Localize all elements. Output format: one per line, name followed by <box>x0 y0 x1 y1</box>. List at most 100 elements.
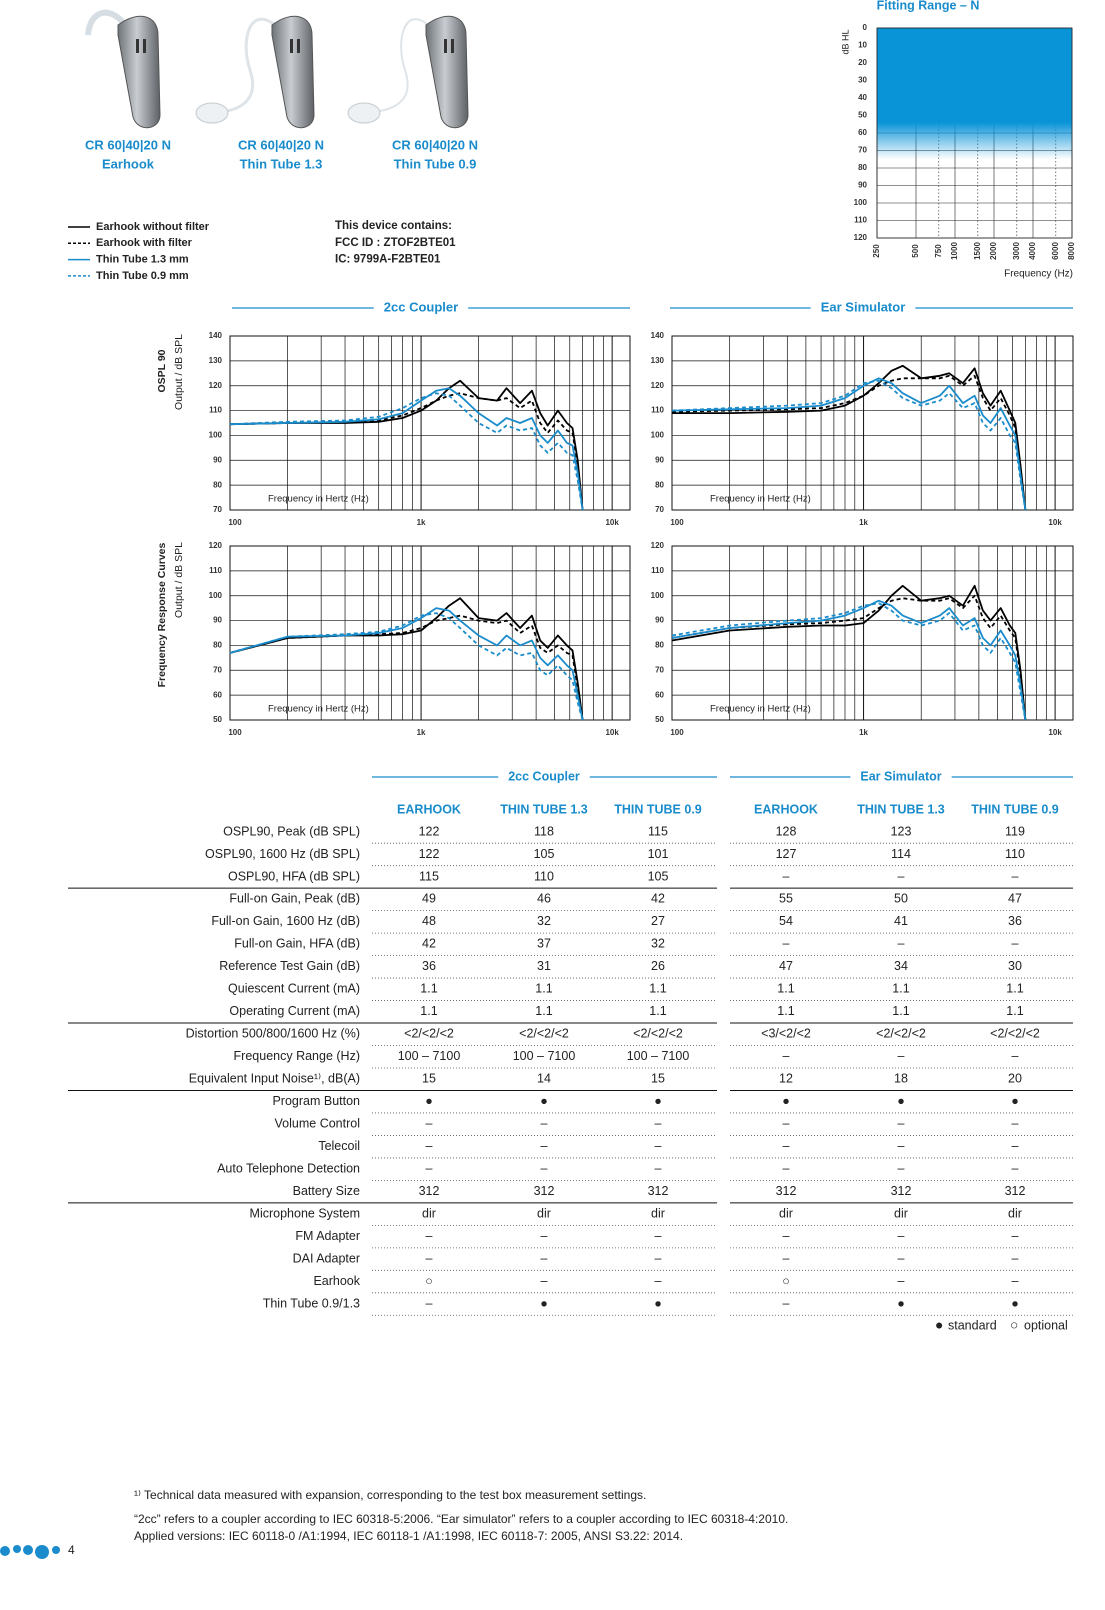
y-tick-label: 90 <box>655 616 664 625</box>
curve <box>671 602 1027 721</box>
cell: 26 <box>651 959 665 973</box>
curve <box>671 377 1027 511</box>
cell: – <box>783 1296 790 1310</box>
cell: 32 <box>651 937 665 951</box>
cell: 1.1 <box>777 982 794 996</box>
curve <box>672 364 1027 511</box>
y-tick-label: 110 <box>651 406 664 415</box>
column-header: THIN TUBE 0.9 <box>971 802 1059 816</box>
plot-frame <box>229 335 631 511</box>
x-tick-label: 2000 <box>989 242 998 260</box>
y-tick-label: 120 <box>209 381 223 390</box>
curve <box>671 379 1027 511</box>
cell: dir <box>537 1206 551 1220</box>
cell: <2/<2/<2 <box>990 1027 1040 1041</box>
cell: – <box>426 1229 433 1243</box>
cell: ● <box>540 1094 548 1108</box>
cell: 42 <box>422 937 436 951</box>
row-label: Equivalent Input Noise¹⁾, dB(A) <box>189 1072 360 1086</box>
section-header: 2cc Coupler <box>384 299 458 314</box>
y-tick-label: 140 <box>209 331 223 340</box>
x-tick-label: 10k <box>1048 728 1062 737</box>
cell: 1.1 <box>1006 982 1023 996</box>
column-header: THIN TUBE 0.9 <box>614 802 702 816</box>
y-tick-label: 110 <box>854 216 867 225</box>
logo-dot <box>52 1546 60 1554</box>
row-label: Distortion 500/800/1600 Hz (%) <box>186 1027 360 1041</box>
cell: ● <box>1011 1094 1019 1108</box>
column-header: THIN TUBE 1.3 <box>857 802 945 816</box>
cell: <2/<2/<2 <box>633 1027 683 1041</box>
cell: 123 <box>891 824 912 838</box>
curve <box>671 584 1027 721</box>
y-tick-label: 110 <box>209 406 222 415</box>
x-tick-label: 1k <box>417 518 426 527</box>
cell: 312 <box>648 1184 669 1198</box>
row-label: OSPL90, Peak (dB SPL) <box>223 824 360 838</box>
curve <box>229 387 584 511</box>
x-tick-label: 10k <box>1048 518 1062 527</box>
y-tick-label: 110 <box>651 566 664 575</box>
cell: dir <box>894 1206 908 1220</box>
cell: 1.1 <box>420 982 437 996</box>
row-label: Full-on Gain, HFA (dB) <box>234 937 360 951</box>
x-tick-label: 1k <box>417 728 426 737</box>
y-tick-label: 50 <box>858 111 867 120</box>
y-tick-label: 50 <box>213 715 222 724</box>
column-header: EARHOOK <box>397 802 461 816</box>
cell: 1.1 <box>892 1004 909 1018</box>
cell: – <box>426 1139 433 1153</box>
cell: – <box>898 1139 905 1153</box>
cell: dir <box>1008 1206 1022 1220</box>
cell: 122 <box>419 847 440 861</box>
y-tick-label: 130 <box>209 356 223 365</box>
cell: – <box>426 1251 433 1265</box>
hearing-aid <box>425 15 469 129</box>
section-header: 2cc Coupler <box>508 769 580 783</box>
y-tick-label: 60 <box>858 128 867 137</box>
row-subtitle: Output / dB SPL <box>173 334 185 410</box>
y-tick-label: 130 <box>651 356 665 365</box>
key-label: optional <box>1024 1318 1068 1332</box>
y-tick-label: 120 <box>651 541 665 550</box>
plot-frame <box>671 545 1074 721</box>
cell: 15 <box>422 1072 436 1086</box>
cell: – <box>898 1229 905 1243</box>
cell: – <box>655 1274 662 1288</box>
y-tick-label: 60 <box>655 690 664 699</box>
y-tick-label: 120 <box>209 541 223 550</box>
device-info-title: This device contains: <box>335 220 452 232</box>
cell: – <box>1012 1049 1019 1063</box>
x-tick-label: 1k <box>859 728 868 737</box>
cell: 32 <box>537 914 551 928</box>
y-tick-label: 100 <box>209 431 223 440</box>
cell: 127 <box>776 847 797 861</box>
cell: 114 <box>891 847 911 861</box>
y-tick-label: 70 <box>213 505 222 514</box>
cell: 15 <box>651 1072 665 1086</box>
x-tick-label: 1k <box>859 518 868 527</box>
cell: 115 <box>419 869 439 883</box>
row-label: Full-on Gain, 1600 Hz (dB) <box>211 914 360 928</box>
thin-tube <box>219 17 276 114</box>
cell: ○ <box>782 1274 790 1288</box>
row-label: OSPL90, HFA (dB SPL) <box>228 869 360 883</box>
cell: – <box>655 1117 662 1131</box>
row-label: Program Button <box>272 1094 360 1108</box>
cell: – <box>426 1117 433 1131</box>
cell: 118 <box>534 824 554 838</box>
y-tick-label: 90 <box>655 455 664 464</box>
cell: – <box>655 1229 662 1243</box>
cell: 48 <box>422 914 436 928</box>
cell: 49 <box>422 892 436 906</box>
legend-label: Earhook with filter <box>96 237 193 249</box>
cell: 312 <box>776 1184 797 1198</box>
hearing-aid <box>117 15 161 129</box>
cell: ● <box>654 1296 662 1310</box>
cell: 47 <box>779 959 793 973</box>
cell: ● <box>782 1094 790 1108</box>
cell: 1.1 <box>535 1004 552 1018</box>
row-label: FM Adapter <box>295 1229 360 1243</box>
cell: <2/<2/<2 <box>519 1027 569 1041</box>
cell: 122 <box>419 824 440 838</box>
